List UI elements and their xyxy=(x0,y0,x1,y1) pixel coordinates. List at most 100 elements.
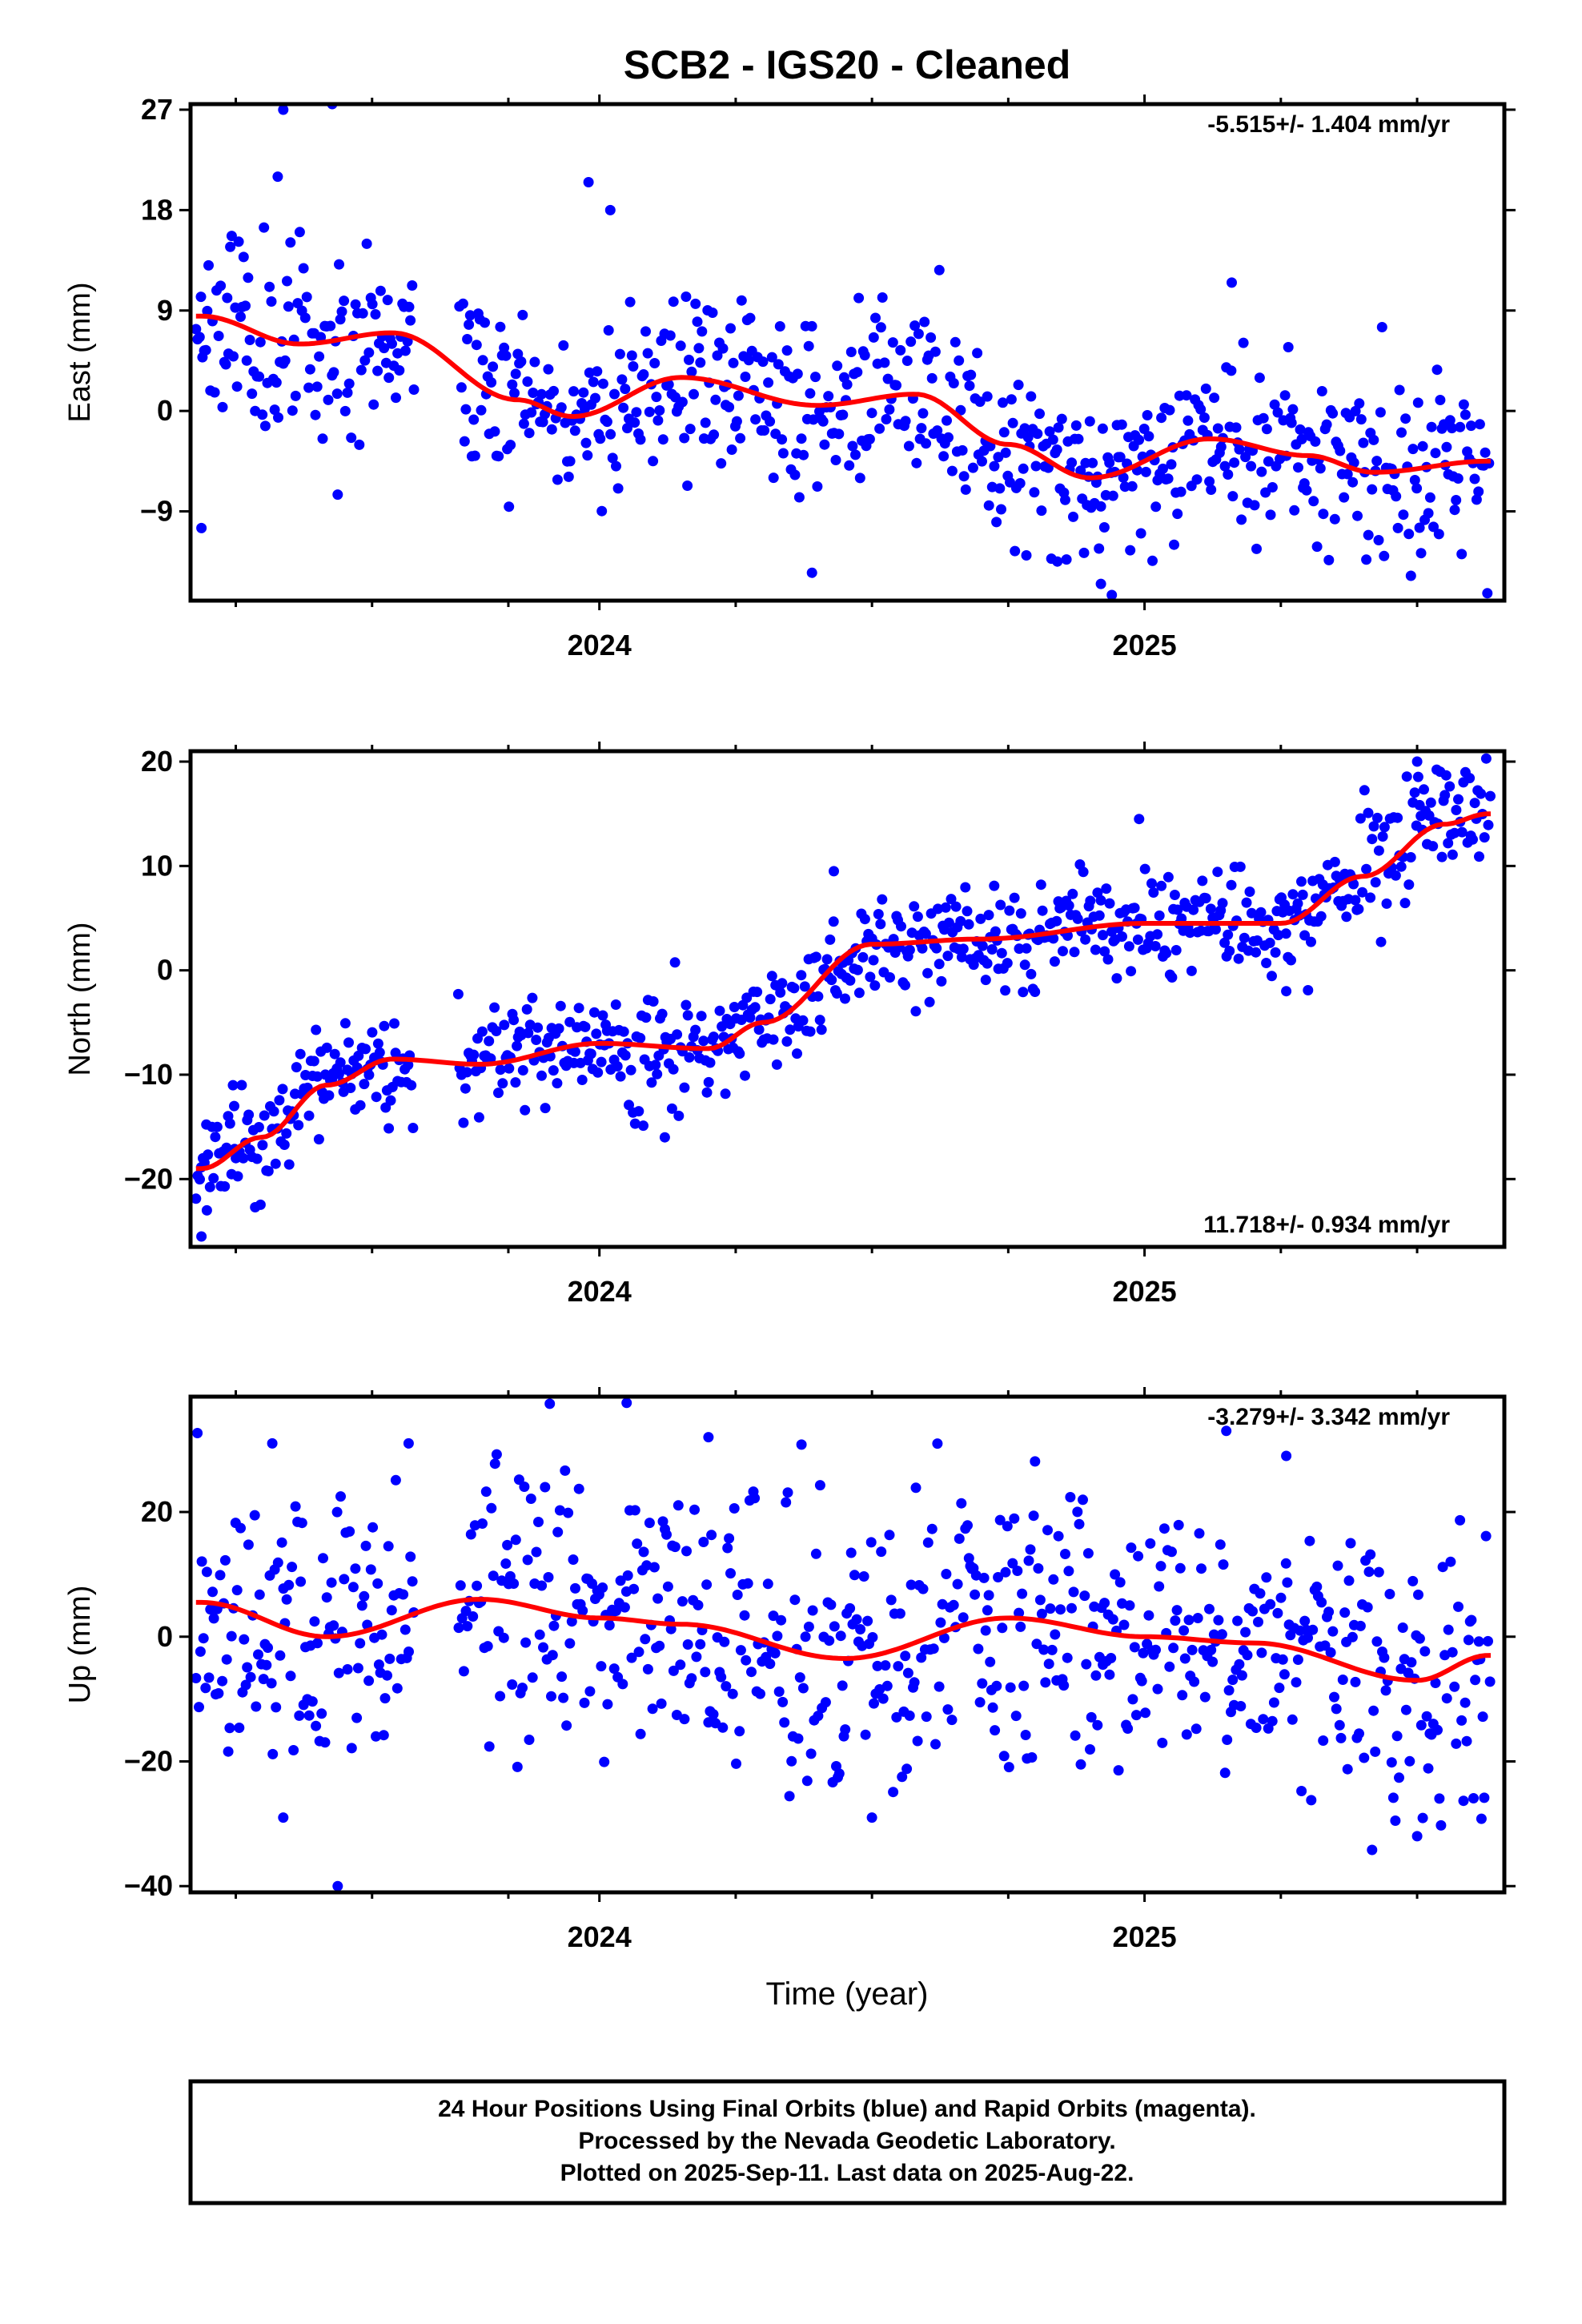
data-point xyxy=(1012,1566,1023,1576)
data-point xyxy=(1392,812,1403,823)
data-point xyxy=(1469,798,1480,809)
data-point xyxy=(884,404,895,415)
data-point xyxy=(202,305,213,316)
data-point xyxy=(646,1077,657,1088)
data-point xyxy=(616,374,628,385)
data-point xyxy=(1316,1597,1327,1608)
data-point xyxy=(1156,880,1167,891)
data-point xyxy=(612,483,624,494)
data-point xyxy=(1407,1575,1419,1586)
data-point xyxy=(622,423,632,434)
data-point xyxy=(1084,416,1095,427)
north-axis-label: North (mm) xyxy=(63,922,97,1076)
data-point xyxy=(690,298,701,309)
data-point xyxy=(213,1688,224,1699)
data-point xyxy=(461,1067,472,1078)
data-point xyxy=(407,280,418,291)
data-point xyxy=(1363,1566,1375,1578)
data-point xyxy=(334,259,344,270)
data-point xyxy=(725,323,736,334)
data-point xyxy=(1181,1729,1192,1740)
data-point xyxy=(714,1005,725,1016)
data-point xyxy=(510,1077,521,1088)
data-point xyxy=(1053,1530,1064,1542)
data-point xyxy=(583,177,594,187)
data-point xyxy=(1390,870,1401,881)
data-point xyxy=(816,1024,827,1035)
data-point xyxy=(261,1659,272,1671)
data-point xyxy=(371,1092,382,1103)
data-point xyxy=(1117,931,1127,942)
data-point xyxy=(332,489,343,501)
data-point xyxy=(1261,424,1272,435)
chart-title: SCB2 - IGS20 - Cleaned xyxy=(624,42,1071,87)
data-point xyxy=(1195,404,1207,415)
data-point xyxy=(1049,956,1060,967)
data-point xyxy=(1156,412,1167,424)
data-point xyxy=(1204,476,1215,487)
data-point xyxy=(845,1547,857,1558)
data-point xyxy=(1094,543,1105,554)
data-point xyxy=(1287,1714,1298,1725)
data-point xyxy=(1212,866,1223,878)
data-point xyxy=(1376,322,1387,332)
data-point xyxy=(1341,911,1352,923)
data-point xyxy=(1229,457,1240,468)
data-point xyxy=(233,236,244,247)
data-point xyxy=(360,1043,371,1055)
data-point xyxy=(1102,954,1114,965)
data-point xyxy=(489,1458,500,1470)
data-point xyxy=(255,336,266,348)
data-point xyxy=(648,996,659,1007)
data-point xyxy=(1265,509,1276,521)
data-point xyxy=(807,1605,818,1616)
data-point xyxy=(339,405,351,416)
data-point xyxy=(1299,1615,1311,1626)
data-point xyxy=(335,314,346,325)
data-point xyxy=(522,376,533,387)
data-point xyxy=(524,428,535,439)
data-point xyxy=(400,345,411,356)
data-point xyxy=(1379,1652,1390,1663)
data-point xyxy=(1134,434,1145,445)
data-point xyxy=(564,1016,576,1027)
data-point xyxy=(1227,1675,1239,1686)
data-point xyxy=(1441,1693,1452,1704)
data-point xyxy=(611,460,621,472)
data-point xyxy=(476,404,487,416)
data-point xyxy=(1133,1550,1144,1562)
data-point xyxy=(755,1688,765,1699)
data-point xyxy=(203,1672,215,1683)
data-point xyxy=(796,1439,807,1450)
data-point xyxy=(1299,930,1311,941)
data-point xyxy=(1030,987,1041,997)
data-point xyxy=(403,1059,414,1071)
data-point xyxy=(1186,1644,1198,1655)
data-point xyxy=(677,1596,688,1607)
data-point xyxy=(946,465,958,476)
data-point xyxy=(970,1589,981,1600)
data-point xyxy=(806,320,817,332)
data-point xyxy=(311,381,323,392)
data-point xyxy=(476,1026,488,1037)
data-point xyxy=(990,1725,1001,1736)
data-point xyxy=(267,1748,279,1759)
data-point xyxy=(580,1021,591,1032)
data-point xyxy=(805,1748,817,1759)
data-point xyxy=(1169,539,1179,550)
data-point xyxy=(291,1062,302,1073)
data-point xyxy=(936,975,947,987)
data-point xyxy=(298,263,309,274)
data-point xyxy=(201,1204,212,1216)
data-point xyxy=(266,296,277,307)
data-point xyxy=(524,1735,535,1745)
data-point xyxy=(1130,1710,1142,1721)
data-point xyxy=(223,1746,234,1757)
data-point xyxy=(934,1681,945,1692)
data-point xyxy=(1155,1561,1166,1572)
data-point xyxy=(517,1683,528,1694)
data-point xyxy=(279,1140,290,1150)
data-point xyxy=(387,338,397,349)
data-point xyxy=(840,993,850,1004)
data-point xyxy=(1368,821,1379,832)
